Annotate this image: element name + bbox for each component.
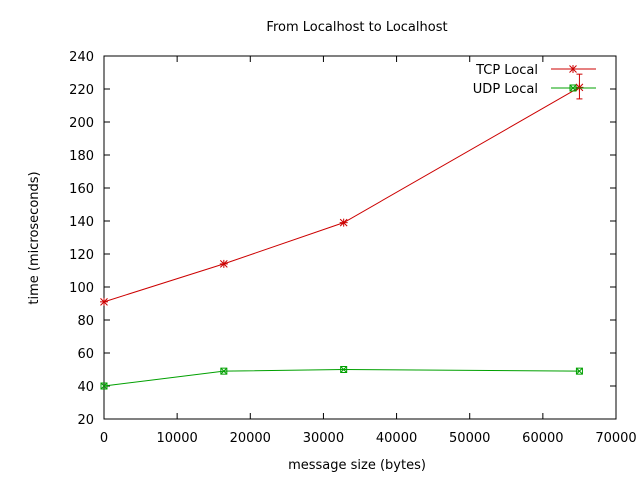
y-tick-label: 220 <box>69 83 94 98</box>
legend-label-udp-local: UDP Local <box>473 82 538 97</box>
x-axis-label: message size (bytes) <box>288 458 426 473</box>
data-point-tcp-local <box>339 218 348 227</box>
y-tick-label: 200 <box>69 116 94 131</box>
y-tick-label: 80 <box>77 314 94 329</box>
y-tick-label: 240 <box>69 50 94 65</box>
series-line-tcp-local <box>103 86 580 303</box>
error-bar-tcp-local <box>576 73 583 100</box>
plot-frame <box>103 55 617 420</box>
x-tick-label: 60000 <box>522 431 563 446</box>
y-tick-label: 180 <box>69 149 94 164</box>
y-axis: 20 40 60 80 100 120 140 160 180 200 220 240 <box>69 50 616 428</box>
y-tick-label: 40 <box>77 380 94 395</box>
x-tick-label: 20000 <box>230 431 271 446</box>
y-tick-label: 100 <box>69 281 94 296</box>
y-tick-label: 140 <box>69 215 94 230</box>
y-tick-label: 120 <box>69 248 94 263</box>
x-tick-label: 10000 <box>156 431 197 446</box>
y-axis-label: time (microseconds) <box>27 171 42 304</box>
series-layer <box>100 73 584 390</box>
legend: TCP Local UDP Local <box>473 63 596 97</box>
data-point-udp-local <box>575 367 583 375</box>
y-tick-label: 160 <box>69 182 94 197</box>
x-axis: 0 10000 20000 30000 40000 50000 60000 70000 <box>100 56 637 446</box>
series-line-udp-local <box>103 368 580 387</box>
x-tick-label: 40000 <box>376 431 417 446</box>
data-point-tcp-local <box>100 297 108 306</box>
data-point-udp-local <box>340 366 348 373</box>
y-tick-label: 60 <box>77 347 94 362</box>
data-point-tcp-local <box>219 259 228 268</box>
x-tick-label: 0 <box>100 431 108 446</box>
data-point-udp-local <box>220 367 228 375</box>
y-tick-label: 20 <box>77 413 94 428</box>
x-tick-label: 30000 <box>303 431 344 446</box>
data-point-udp-local <box>100 382 108 390</box>
legend-label-tcp-local: TCP Local <box>475 63 538 78</box>
chart-title: From Localhost to Localhost <box>266 20 447 35</box>
legend-marker-udp-local <box>569 84 577 92</box>
legend-marker-tcp-local <box>569 65 577 73</box>
x-tick-label: 70000 <box>595 431 636 446</box>
x-tick-label: 50000 <box>449 431 490 446</box>
